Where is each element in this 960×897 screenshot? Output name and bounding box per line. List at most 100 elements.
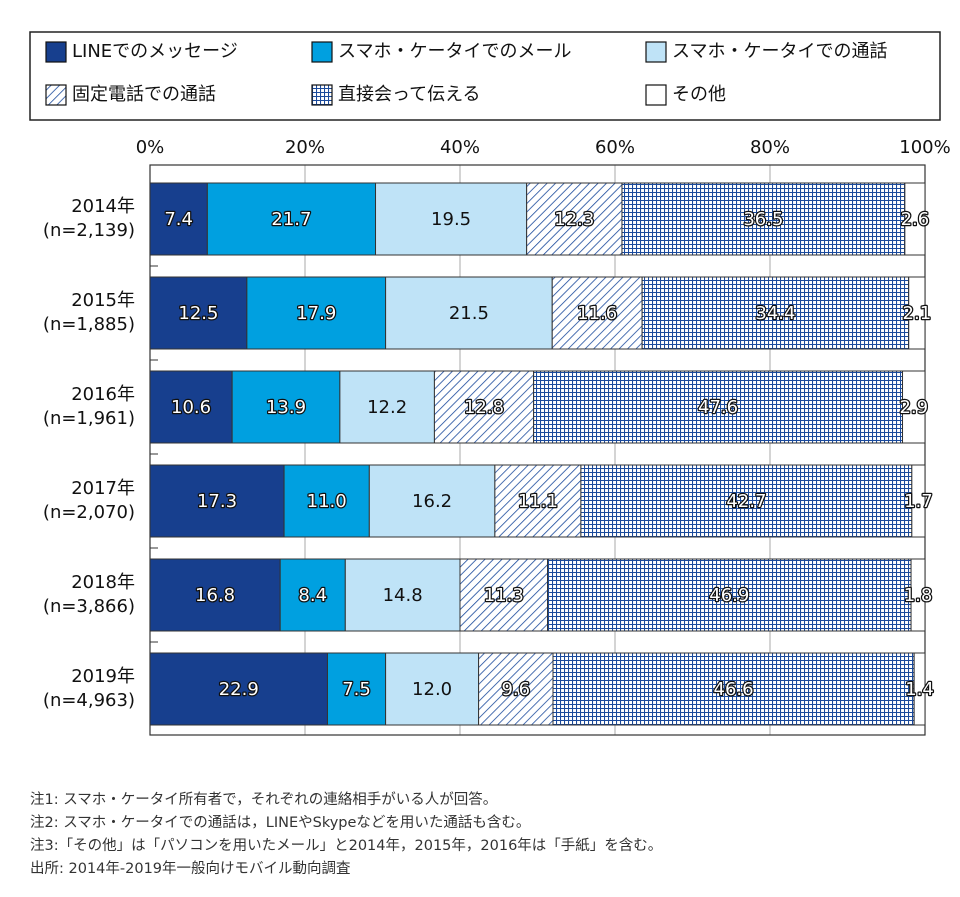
note: 出所: 2014年-2019年一般向けモバイル動向調査 xyxy=(30,860,351,877)
bar-segment xyxy=(149,370,233,444)
value-label: 12.0 xyxy=(412,679,452,700)
bar-segment xyxy=(913,652,926,726)
value-label: 17.9 xyxy=(296,303,336,324)
x-tick-label: 20% xyxy=(285,137,325,158)
value-label: 16.8 xyxy=(195,585,235,606)
value-label: 7.5 xyxy=(342,679,371,700)
value-label: 1.8 xyxy=(904,585,933,606)
bar-segment xyxy=(368,464,496,538)
value-label: 21.7 xyxy=(271,209,311,230)
legend-label: 固定電話での通話 xyxy=(72,84,216,105)
sample-size-label: (n=1,961) xyxy=(43,408,135,429)
value-label: 36.5 xyxy=(743,209,783,230)
value-label: 17.3 xyxy=(197,491,237,512)
note: 注3:「その他」は「パソコンを用いたメール」と2014年，2015年，2016年… xyxy=(30,837,662,854)
sample-size-label: (n=3,866) xyxy=(43,596,135,617)
bar-segment xyxy=(246,276,387,350)
bar-segment xyxy=(908,276,926,350)
value-label: 9.6 xyxy=(501,679,530,700)
legend-label: 直接会って伝える xyxy=(338,84,481,105)
bar-segment xyxy=(433,370,535,444)
value-label: 13.9 xyxy=(266,397,306,418)
value-label: 11.1 xyxy=(518,491,558,512)
value-label: 11.0 xyxy=(307,491,347,512)
bar-segment xyxy=(231,370,341,444)
bar-segment xyxy=(904,182,926,256)
value-label: 12.2 xyxy=(367,397,407,418)
category-label: 2018年 xyxy=(71,572,135,593)
category-label: 2019年 xyxy=(71,666,135,687)
bar-segment xyxy=(385,276,553,350)
value-label: 34.4 xyxy=(755,303,795,324)
x-tick-label: 40% xyxy=(440,137,480,158)
bar-segment xyxy=(551,276,643,350)
note: 注2: スマホ・ケータイでの通話は，LINEやSkypeなどを用いた通話も含む。 xyxy=(30,814,530,831)
value-label: 12.3 xyxy=(554,209,594,230)
bar-segment xyxy=(526,182,623,256)
legend-label: LINEでのメッセージ xyxy=(72,41,238,62)
value-label: 22.9 xyxy=(219,679,259,700)
value-label: 21.5 xyxy=(449,303,489,324)
value-label: 2.6 xyxy=(901,209,930,230)
value-label: 46.6 xyxy=(714,679,754,700)
bar-segment xyxy=(547,558,912,632)
legend-label: スマホ・ケータイでの通話 xyxy=(672,41,887,62)
bar-segment xyxy=(149,464,285,538)
value-label: 2.1 xyxy=(903,303,932,324)
value-label: 2.9 xyxy=(899,397,928,418)
value-label: 46.9 xyxy=(709,585,749,606)
bar-segment xyxy=(478,652,554,726)
legend-swatch xyxy=(645,41,667,63)
legend-swatch xyxy=(311,41,333,63)
bar-segment xyxy=(580,464,913,538)
bar-segment xyxy=(385,652,480,726)
category-label: 2015年 xyxy=(71,290,135,311)
sample-size-label: (n=2,070) xyxy=(43,502,135,523)
category-label: 2014年 xyxy=(71,196,135,217)
value-label: 8.4 xyxy=(298,585,327,606)
value-label: 11.3 xyxy=(484,585,524,606)
bar-segment xyxy=(279,558,346,632)
bar-segment xyxy=(459,558,549,632)
bar-segment xyxy=(326,652,387,726)
value-label: 12.5 xyxy=(178,303,218,324)
value-label: 1.7 xyxy=(904,491,933,512)
bar-segment xyxy=(149,558,281,632)
value-label: 14.8 xyxy=(383,585,423,606)
category-label: 2016年 xyxy=(71,384,135,405)
value-label: 7.4 xyxy=(164,209,193,230)
bar-segment xyxy=(911,464,926,538)
bar-segment xyxy=(902,370,926,444)
value-label: 42.7 xyxy=(726,491,766,512)
plot-frame xyxy=(149,164,926,736)
legend-label: スマホ・ケータイでのメール xyxy=(338,41,571,62)
x-tick-label: 0% xyxy=(136,137,165,158)
value-label: 16.2 xyxy=(412,491,452,512)
legend-swatch xyxy=(45,41,67,63)
legend-box xyxy=(29,31,941,121)
value-label: 10.6 xyxy=(171,397,211,418)
value-label: 1.4 xyxy=(905,679,934,700)
legend-swatch xyxy=(645,84,667,106)
value-label: 19.5 xyxy=(431,209,471,230)
note: 注1: スマホ・ケータイ所有者で，それぞれの連絡相手がいる人が回答。 xyxy=(30,791,497,808)
x-tick-label: 80% xyxy=(750,137,790,158)
sample-size-label: (n=4,963) xyxy=(43,690,135,711)
x-tick-label: 60% xyxy=(595,137,635,158)
x-tick-label: 100% xyxy=(899,137,950,158)
value-label: 11.6 xyxy=(577,303,617,324)
bar-segment xyxy=(283,464,370,538)
sample-size-label: (n=1,885) xyxy=(43,314,135,335)
bar-segment xyxy=(533,370,904,444)
bar-segment xyxy=(552,652,915,726)
legend-swatch xyxy=(311,84,333,106)
legend-label: その他 xyxy=(672,84,726,105)
bar-segment xyxy=(149,182,208,256)
bar-segment xyxy=(149,652,328,726)
legend-swatch xyxy=(45,84,67,106)
bar-segment xyxy=(910,558,926,632)
bar-segment xyxy=(344,558,461,632)
value-label: 47.6 xyxy=(698,397,738,418)
value-label: 12.8 xyxy=(464,397,504,418)
